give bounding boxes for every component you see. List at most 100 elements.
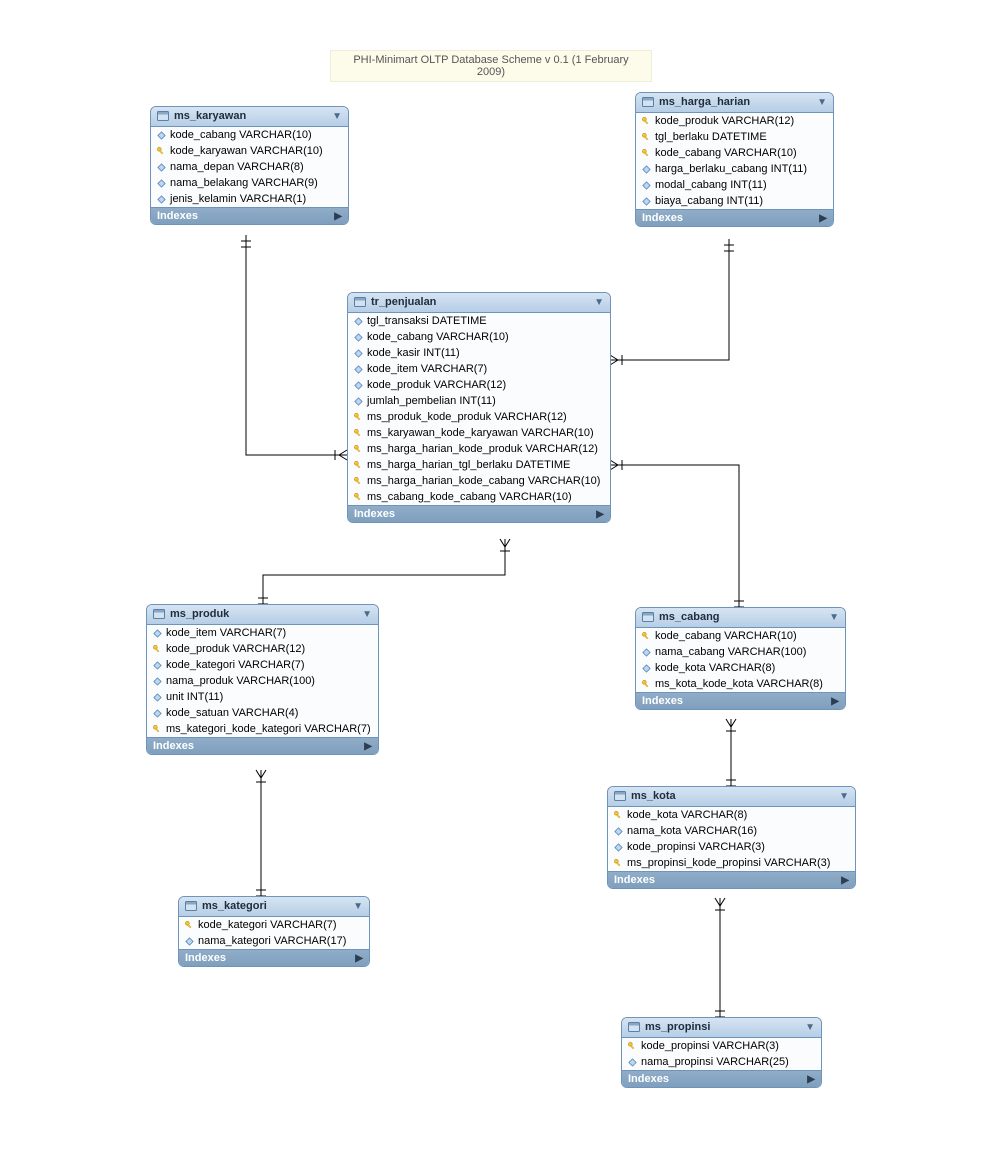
- column-row[interactable]: modal_cabang INT(11): [636, 177, 833, 193]
- column-row[interactable]: kode_kategori VARCHAR(7): [179, 917, 369, 933]
- entity-ms_kota[interactable]: ms_kota▼kode_kota VARCHAR(8)nama_kota VA…: [607, 786, 856, 889]
- column-row[interactable]: nama_cabang VARCHAR(100): [636, 644, 845, 660]
- column-row[interactable]: ms_produk_kode_produk VARCHAR(12): [348, 409, 610, 425]
- entity-body: kode_cabang VARCHAR(10) nama_cabang VARCH…: [636, 628, 845, 692]
- expand-right-icon[interactable]: ▶: [831, 696, 839, 707]
- column-row[interactable]: nama_produk VARCHAR(100): [147, 673, 378, 689]
- column-row[interactable]: nama_belakang VARCHAR(9): [151, 175, 348, 191]
- entity-ms_produk[interactable]: ms_produk ▼ kode_item VARCHAR(7)kode_produ…: [146, 604, 379, 755]
- column-row[interactable]: kode_kategori VARCHAR(7): [147, 657, 378, 673]
- key-icon: [640, 131, 652, 143]
- column-row[interactable]: kode_kota VARCHAR(8): [636, 660, 845, 676]
- column-row[interactable]: kode_satuan VARCHAR(4): [147, 705, 378, 721]
- column-label: kode_kategori VARCHAR(7): [198, 919, 337, 931]
- entity-ms_harga_harian[interactable]: ms_harga_harian ▼ kode_produk VARCHAR(12)t…: [635, 92, 834, 227]
- column-row[interactable]: kode_cabang VARCHAR(10): [348, 329, 610, 345]
- column-row[interactable]: jumlah_pembelian INT(11): [348, 393, 610, 409]
- chevron-down-icon[interactable]: ▼: [362, 609, 372, 620]
- entity-body: kode_produk VARCHAR(12)tgl_berlaku DATET…: [636, 113, 833, 209]
- column-row[interactable]: jenis_kelamin VARCHAR(1): [151, 191, 348, 207]
- chevron-down-icon[interactable]: ▼: [594, 297, 604, 308]
- column-row[interactable]: ms_harga_harian_tgl_berlaku DATETIME: [348, 457, 610, 473]
- column-row[interactable]: kode_item VARCHAR(7): [147, 625, 378, 641]
- chevron-down-icon[interactable]: ▼: [817, 97, 827, 108]
- indexes-footer[interactable]: Indexes▶: [147, 737, 378, 754]
- column-row[interactable]: kode_cabang VARCHAR(10): [636, 628, 845, 644]
- entity-header[interactable]: ms_kota▼: [608, 787, 855, 807]
- column-row[interactable]: biaya_cabang INT(11): [636, 193, 833, 209]
- column-row[interactable]: nama_kota VARCHAR(16): [608, 823, 855, 839]
- column-row[interactable]: nama_propinsi VARCHAR(25): [622, 1054, 821, 1070]
- indexes-footer[interactable]: Indexes▶: [151, 207, 348, 224]
- column-row[interactable]: ms_kategori_kode_kategori VARCHAR(7): [147, 721, 378, 737]
- column-label: ms_harga_harian_kode_produk VARCHAR(12): [367, 443, 598, 455]
- indexes-footer[interactable]: Indexes▶: [636, 692, 845, 709]
- expand-right-icon[interactable]: ▶: [819, 213, 827, 224]
- column-row[interactable]: kode_propinsi VARCHAR(3): [622, 1038, 821, 1054]
- entity-ms_karyawan[interactable]: ms_karyawan▼kode_cabang VARCHAR(10)kode_…: [150, 106, 349, 225]
- entity-header[interactable]: ms_propinsi▼: [622, 1018, 821, 1038]
- entity-ms_propinsi[interactable]: ms_propinsi▼kode_propinsi VARCHAR(3)nama…: [621, 1017, 822, 1088]
- table-icon: [642, 611, 654, 623]
- chevron-down-icon[interactable]: ▼: [829, 612, 839, 623]
- column-icon: [155, 193, 167, 205]
- entity-header[interactable]: ms_kategori▼: [179, 897, 369, 917]
- column-icon: [352, 347, 364, 359]
- indexes-footer[interactable]: Indexes▶: [179, 949, 369, 966]
- entity-header[interactable]: ms_karyawan▼: [151, 107, 348, 127]
- column-row[interactable]: kode_item VARCHAR(7): [348, 361, 610, 377]
- column-row[interactable]: harga_berlaku_cabang INT(11): [636, 161, 833, 177]
- column-row[interactable]: kode_propinsi VARCHAR(3): [608, 839, 855, 855]
- column-icon: [612, 825, 624, 837]
- column-row[interactable]: kode_cabang VARCHAR(10): [151, 127, 348, 143]
- entity-ms_cabang[interactable]: ms_cabang▼ kode_cabang VARCHAR(10) nama_ca…: [635, 607, 846, 710]
- column-row[interactable]: kode_produk VARCHAR(12): [636, 113, 833, 129]
- indexes-footer[interactable]: Indexes▶: [636, 209, 833, 226]
- indexes-footer[interactable]: Indexes▶: [608, 871, 855, 888]
- column-row[interactable]: nama_depan VARCHAR(8): [151, 159, 348, 175]
- chevron-down-icon[interactable]: ▼: [805, 1022, 815, 1033]
- column-row[interactable]: ms_cabang_kode_cabang VARCHAR(10): [348, 489, 610, 505]
- expand-right-icon[interactable]: ▶: [807, 1074, 815, 1085]
- expand-right-icon[interactable]: ▶: [596, 509, 604, 520]
- column-row[interactable]: nama_kategori VARCHAR(17): [179, 933, 369, 949]
- entity-tr_penjualan[interactable]: tr_penjualan▼tgl_transaksi DATETIMEkode_…: [347, 292, 611, 523]
- column-row[interactable]: ms_karyawan_kode_karyawan VARCHAR(10): [348, 425, 610, 441]
- column-row[interactable]: ms_propinsi_kode_propinsi VARCHAR(3): [608, 855, 855, 871]
- entity-ms_kategori[interactable]: ms_kategori▼ kode_kategori VARCHAR(7) nama…: [178, 896, 370, 967]
- entity-title: ms_produk: [170, 608, 356, 620]
- column-row[interactable]: unit INT(11): [147, 689, 378, 705]
- entity-header[interactable]: ms_cabang▼: [636, 608, 845, 628]
- column-row[interactable]: ms_harga_harian_kode_cabang VARCHAR(10): [348, 473, 610, 489]
- expand-right-icon[interactable]: ▶: [355, 953, 363, 964]
- column-row[interactable]: ms_kota_kode_kota VARCHAR(8): [636, 676, 845, 692]
- column-label: kode_cabang VARCHAR(10): [655, 630, 797, 642]
- chevron-down-icon[interactable]: ▼: [839, 791, 849, 802]
- entity-header[interactable]: ms_harga_harian ▼: [636, 93, 833, 113]
- column-row[interactable]: kode_karyawan VARCHAR(10): [151, 143, 348, 159]
- entity-title: ms_harga_harian: [659, 96, 811, 108]
- column-row[interactable]: kode_kota VARCHAR(8): [608, 807, 855, 823]
- chevron-down-icon[interactable]: ▼: [332, 111, 342, 122]
- expand-right-icon[interactable]: ▶: [334, 211, 342, 222]
- entity-body: kode_kota VARCHAR(8)nama_kota VARCHAR(16…: [608, 807, 855, 871]
- expand-right-icon[interactable]: ▶: [364, 741, 372, 752]
- expand-right-icon[interactable]: ▶: [841, 875, 849, 886]
- column-label: nama_belakang VARCHAR(9): [170, 177, 318, 189]
- indexes-footer[interactable]: Indexes▶: [622, 1070, 821, 1087]
- key-icon: [151, 643, 163, 655]
- indexes-footer[interactable]: Indexes▶: [348, 505, 610, 522]
- entity-header[interactable]: tr_penjualan▼: [348, 293, 610, 313]
- column-row[interactable]: kode_produk VARCHAR(12): [147, 641, 378, 657]
- column-label: ms_harga_harian_kode_cabang VARCHAR(10): [367, 475, 600, 487]
- column-label: kode_satuan VARCHAR(4): [166, 707, 298, 719]
- column-row[interactable]: kode_produk VARCHAR(12): [348, 377, 610, 393]
- column-row[interactable]: tgl_transaksi DATETIME: [348, 313, 610, 329]
- column-row[interactable]: ms_harga_harian_kode_produk VARCHAR(12): [348, 441, 610, 457]
- column-row[interactable]: kode_kasir INT(11): [348, 345, 610, 361]
- entity-header[interactable]: ms_produk ▼: [147, 605, 378, 625]
- column-row[interactable]: tgl_berlaku DATETIME: [636, 129, 833, 145]
- chevron-down-icon[interactable]: ▼: [353, 901, 363, 912]
- connection-harga_penjualan: [610, 239, 729, 360]
- column-row[interactable]: kode_cabang VARCHAR(10): [636, 145, 833, 161]
